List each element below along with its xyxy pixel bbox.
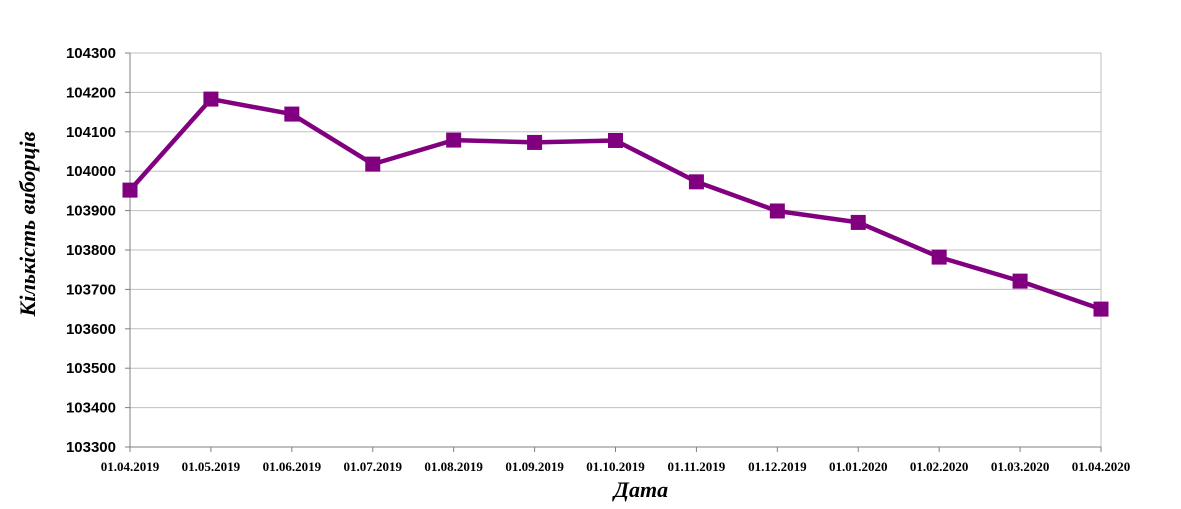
y-tick-label: 104200 xyxy=(66,84,116,101)
y-tick-label: 103700 xyxy=(66,281,116,298)
x-tick-label: 01.03.2020 xyxy=(991,459,1050,474)
x-tick-label: 01.05.2019 xyxy=(182,459,241,474)
x-tick-label: 01.10.2019 xyxy=(586,459,645,474)
x-axis-title: Дата xyxy=(612,477,668,502)
y-tick-label: 104300 xyxy=(66,45,116,62)
x-tick-label: 01.02.2020 xyxy=(910,459,969,474)
data-point-marker xyxy=(446,132,462,148)
data-point-marker xyxy=(688,174,704,190)
y-tick-label: 103800 xyxy=(66,242,116,259)
x-tick-label: 01.12.2019 xyxy=(748,459,807,474)
series-layer xyxy=(122,91,1109,317)
x-tick-label: 01.01.2020 xyxy=(829,459,888,474)
x-tick-label: 01.06.2019 xyxy=(263,459,322,474)
x-tick-label: 01.07.2019 xyxy=(344,459,403,474)
x-tick-label: 01.11.2019 xyxy=(668,459,726,474)
axes xyxy=(125,52,1102,452)
y-axis-title: Кількість виборців xyxy=(15,131,40,317)
x-tick-labels: 01.04.2019 01.05.2019 01.06.2019 01.07.2019… xyxy=(101,459,1131,474)
data-point-marker xyxy=(203,91,219,107)
x-tick-label: 01.04.2019 xyxy=(101,459,160,474)
data-point-marker xyxy=(527,134,543,150)
data-point-marker xyxy=(850,214,866,230)
data-point-marker xyxy=(1012,273,1028,289)
y-tick-label: 103900 xyxy=(66,203,116,220)
x-tick-label: 01.04.2020 xyxy=(1072,459,1131,474)
y-tick-label: 104000 xyxy=(66,163,116,180)
data-point-marker xyxy=(365,156,381,172)
y-tick-label: 103300 xyxy=(66,439,116,456)
data-point-marker xyxy=(284,106,300,122)
data-point-marker xyxy=(608,132,623,148)
y-tick-label: 103500 xyxy=(66,360,116,377)
data-point-marker xyxy=(769,203,785,219)
axis-titles: Дата Кількість виборців xyxy=(15,131,668,502)
x-tick-label: 01.09.2019 xyxy=(505,459,564,474)
y-tick-labels: 103300 103400 103500 103600 103700 103800 1039… xyxy=(66,45,116,456)
series-line xyxy=(128,96,1102,312)
gridlines xyxy=(130,52,1102,447)
y-tick-label: 103400 xyxy=(66,400,116,417)
x-tick-label: 01.08.2019 xyxy=(424,459,483,474)
y-tick-label: 103600 xyxy=(66,321,116,338)
data-point-marker xyxy=(931,249,947,265)
data-point-marker xyxy=(122,182,138,198)
y-tick-label: 104100 xyxy=(66,124,116,141)
data-point-marker xyxy=(1093,301,1109,317)
